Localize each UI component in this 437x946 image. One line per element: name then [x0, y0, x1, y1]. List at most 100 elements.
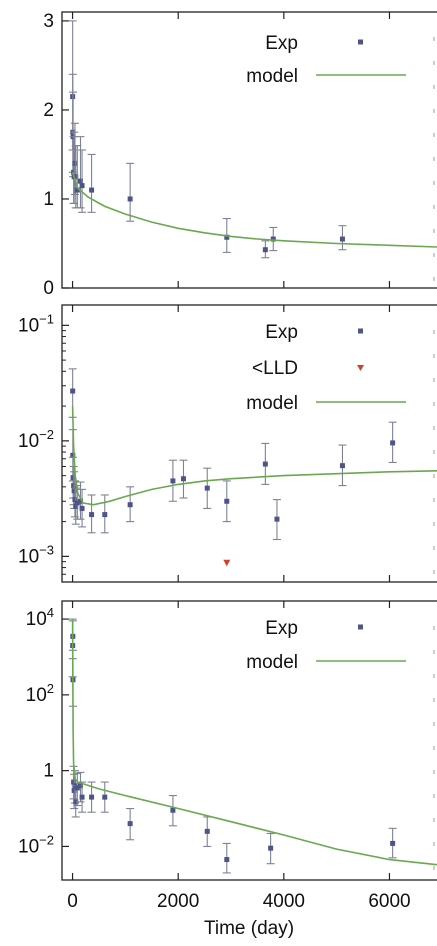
x-tick-label: 6000 — [368, 891, 410, 912]
data-marker — [72, 497, 78, 503]
y-tick-exponent: 4 — [47, 605, 54, 620]
data-marker — [102, 512, 108, 518]
data-marker — [73, 504, 79, 510]
x-tick-label: 4000 — [263, 891, 305, 912]
data-point — [100, 781, 109, 813]
y-tick-base: 10 — [18, 836, 39, 857]
data-marker — [390, 840, 396, 846]
data-marker — [77, 498, 83, 504]
data-point — [269, 226, 278, 252]
data-point — [87, 153, 96, 213]
legend-label: Exp — [265, 322, 298, 343]
y-tick-exponent: −3 — [39, 542, 54, 557]
data-point — [78, 488, 87, 528]
data-marker — [89, 794, 95, 800]
legend-entry: <LLD — [252, 358, 364, 379]
y-tick-label: 1 — [43, 189, 54, 210]
y-tick-exponent: −2 — [39, 427, 54, 442]
plot-frame — [61, 304, 437, 583]
data-marker — [127, 196, 133, 202]
y-tick-exponent: −1 — [39, 311, 54, 326]
data-point — [76, 136, 85, 209]
data-marker — [70, 452, 76, 458]
y-tick-label: 10−2 — [18, 427, 54, 452]
y-tick-base: 10 — [18, 315, 39, 336]
data-marker — [268, 845, 274, 851]
data-point — [126, 162, 135, 222]
y-tick-label: 10−1 — [18, 311, 54, 336]
data-marker — [224, 498, 230, 504]
data-marker — [77, 783, 83, 789]
legend-marker — [358, 328, 363, 334]
data-marker — [72, 160, 78, 166]
legend-label: model — [246, 393, 298, 414]
data-marker — [74, 187, 80, 193]
data-marker — [170, 807, 176, 813]
data-marker — [262, 461, 268, 467]
data-point — [338, 444, 347, 487]
data-marker — [262, 247, 268, 253]
legend-marker — [358, 39, 363, 45]
y-tick-label: 102 — [26, 681, 54, 706]
legend-marker — [358, 624, 363, 630]
data-marker — [127, 502, 133, 508]
model-curve — [71, 172, 437, 248]
data-point — [179, 459, 188, 499]
data-point — [388, 827, 397, 859]
data-point — [222, 480, 231, 523]
legend-label: Exp — [265, 33, 298, 54]
legend-entry: model — [246, 652, 406, 673]
legend-entry: Exp — [265, 322, 363, 343]
data-marker — [73, 174, 79, 180]
data-point — [261, 442, 270, 485]
data-marker — [224, 234, 230, 240]
plot-area — [68, 368, 437, 567]
data-marker — [73, 799, 79, 805]
data-point — [272, 499, 281, 541]
y-tick-label: 1 — [43, 761, 54, 782]
x-tick-label: 0 — [67, 891, 78, 912]
data-marker — [170, 478, 176, 484]
data-point — [126, 807, 135, 841]
legend-label: <LLD — [252, 358, 298, 379]
y-tick-base: 10 — [26, 685, 47, 706]
legend-entry: Exp — [265, 33, 363, 54]
y-tick-label: 3 — [43, 11, 54, 32]
y-tick-label: 0 — [43, 278, 54, 299]
data-point — [168, 795, 177, 827]
data-point — [203, 816, 212, 847]
legend-entry: model — [246, 393, 406, 414]
data-marker — [71, 787, 77, 793]
data-marker — [71, 488, 77, 494]
data-marker — [70, 388, 76, 394]
data-point — [87, 494, 96, 534]
model-curve — [71, 406, 437, 506]
plot-area — [68, 20, 437, 259]
data-point — [388, 421, 397, 464]
y-tick-base: 10 — [18, 431, 39, 452]
data-marker — [204, 485, 210, 491]
data-marker — [74, 785, 80, 791]
data-point — [126, 486, 135, 523]
y-tick-label: 104 — [26, 605, 54, 630]
data-marker — [339, 236, 345, 242]
model-curve — [71, 619, 437, 866]
data-point — [338, 225, 347, 251]
data-marker — [204, 828, 210, 834]
data-marker — [339, 463, 345, 469]
legend-label: model — [246, 652, 298, 673]
data-marker — [89, 512, 95, 518]
data-marker — [79, 505, 85, 511]
data-point — [168, 459, 177, 502]
data-marker — [79, 794, 85, 800]
data-marker — [274, 516, 280, 522]
data-point — [203, 467, 212, 509]
data-point — [71, 487, 80, 525]
data-marker — [270, 236, 276, 242]
y-tick-label: 10−3 — [18, 542, 54, 567]
data-marker — [127, 821, 133, 827]
legend-entry: Exp — [265, 618, 363, 639]
